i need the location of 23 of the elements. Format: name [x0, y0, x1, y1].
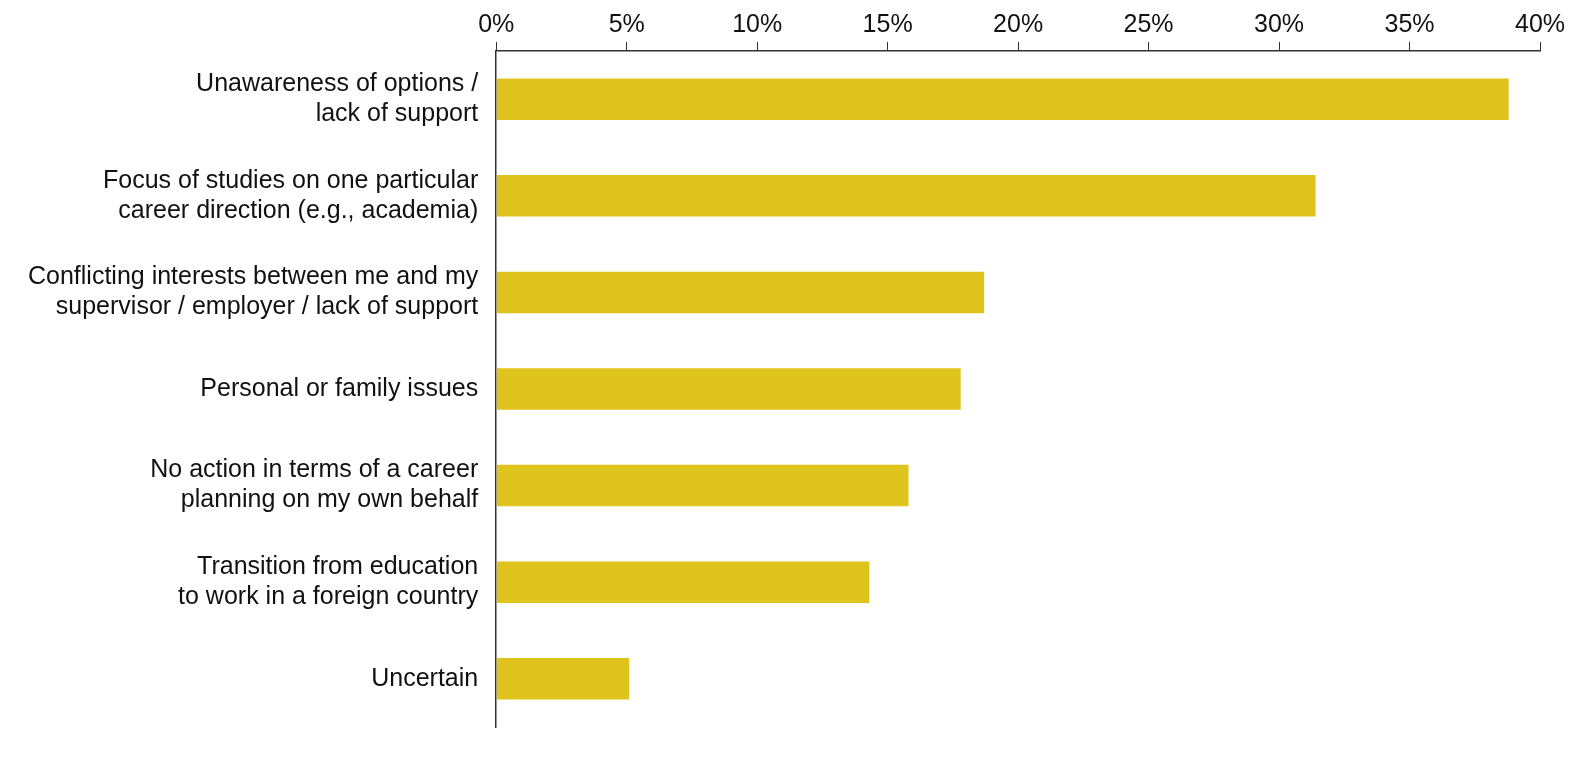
x-tick-label: 10%	[732, 8, 783, 37]
x-tick-label: 0%	[478, 8, 515, 37]
y-tick-label: Personal or family issues	[200, 372, 479, 401]
x-tick-label: 5%	[608, 8, 645, 37]
y-tick-label: Transition from education to work in a foreign country	[178, 551, 479, 610]
y-tick-label: Uncertain	[371, 662, 479, 691]
y-tick-label: Focus of studies on one particular career direction (e.g., academia)	[103, 164, 479, 223]
x-tick-label: 35%	[1384, 8, 1435, 37]
bar	[496, 561, 870, 603]
x-tick-label: 30%	[1254, 8, 1305, 37]
bar	[496, 368, 961, 410]
y-tick-label: Unawareness of options / lack of support	[196, 68, 479, 127]
y-tick-label: No action in terms of a career planning on my own behalf	[150, 454, 479, 513]
bar	[496, 657, 630, 700]
bar	[496, 271, 985, 314]
x-tick-label: 20%	[993, 8, 1044, 37]
bar	[496, 464, 909, 507]
y-tick-label: Conflicting interests between me and my supervisor / employer / lack of support	[27, 261, 479, 320]
bar	[496, 175, 1316, 217]
x-tick-label: 15%	[862, 8, 913, 37]
x-tick-label: 40%	[1514, 8, 1566, 37]
bar	[496, 78, 1509, 121]
x-tick-label: 25%	[1123, 8, 1174, 37]
